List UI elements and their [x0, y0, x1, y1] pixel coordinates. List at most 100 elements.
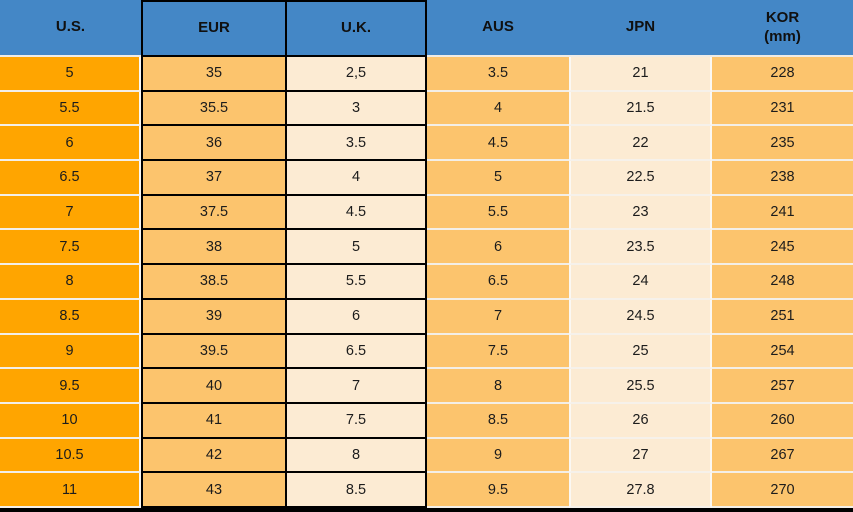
- column-header-uk: U.K.: [285, 0, 427, 57]
- table-cell: 27: [569, 438, 712, 474]
- table-cell: 251: [712, 299, 853, 335]
- table-cell: 235: [712, 126, 853, 162]
- table-row: 7 37.5 4.5 5.5 23 241: [0, 195, 853, 231]
- table-cell: 23.5: [569, 230, 712, 266]
- table-cell: 9: [0, 334, 141, 370]
- table-header: U.S. EUR U.K. AUS JPN KOR (mm): [0, 0, 853, 57]
- column-header-jpn: JPN: [569, 0, 712, 57]
- table-cell: 24.5: [569, 299, 712, 335]
- table-cell: 23: [569, 195, 712, 231]
- column-header-kor-label: KOR: [765, 8, 800, 26]
- table-cell: 7: [0, 195, 141, 231]
- table-cell: 25.5: [569, 369, 712, 404]
- column-header-kor: KOR (mm): [712, 0, 853, 57]
- table-cell: 5: [285, 230, 427, 266]
- table-row: 5 35 2,5 3.5 21 228: [0, 57, 853, 92]
- table-cell: 3: [285, 91, 427, 127]
- column-header-eur: EUR: [141, 0, 285, 57]
- table-cell: 27.8: [569, 473, 712, 508]
- table-row: 9 39.5 6.5 7.5 25 254: [0, 334, 853, 370]
- table-cell: 8: [0, 265, 141, 300]
- table-cell: 260: [712, 403, 853, 439]
- table-cell: 10: [0, 403, 141, 439]
- table-cell: 35.5: [141, 91, 285, 127]
- table-cell: 38: [141, 230, 285, 266]
- table-cell: 228: [712, 57, 853, 92]
- table-cell: 6.5: [285, 334, 427, 370]
- table-row: 11 43 8.5 9.5 27.8 270: [0, 473, 853, 508]
- table-cell: 39.5: [141, 334, 285, 370]
- table-row: 8 38.5 5.5 6.5 24 248: [0, 265, 853, 300]
- table-cell: 36: [141, 126, 285, 162]
- table-cell: 21: [569, 57, 712, 92]
- table-cell: 3.5: [427, 57, 569, 92]
- table-cell: 9.5: [0, 369, 141, 404]
- table-cell: 39: [141, 299, 285, 335]
- header-row: U.S. EUR U.K. AUS JPN KOR (mm): [0, 0, 853, 57]
- table-cell: 254: [712, 334, 853, 370]
- table-cell: 6: [427, 230, 569, 266]
- table-cell: 5.5: [0, 91, 141, 127]
- table-cell: 7: [427, 299, 569, 335]
- table-cell: 37: [141, 161, 285, 196]
- table-cell: 7.5: [0, 230, 141, 266]
- table-cell: 37.5: [141, 195, 285, 231]
- table-cell: 26: [569, 403, 712, 439]
- table-cell: 5.5: [285, 265, 427, 300]
- table-cell: 41: [141, 403, 285, 439]
- table-cell: 8.5: [0, 299, 141, 335]
- table-cell: 35: [141, 57, 285, 92]
- table-cell: 40: [141, 369, 285, 404]
- table-cell: 22: [569, 126, 712, 162]
- table-cell: 4.5: [427, 126, 569, 162]
- table-row: 9.5 40 7 8 25.5 257: [0, 369, 853, 404]
- table-cell: 267: [712, 438, 853, 474]
- column-header-us: U.S.: [0, 0, 141, 57]
- table-row: 5.5 35.5 3 4 21.5 231: [0, 91, 853, 127]
- table-row: 6.5 37 4 5 22.5 238: [0, 161, 853, 196]
- table-cell: 257: [712, 369, 853, 404]
- table-cell: 270: [712, 473, 853, 508]
- table-cell: 38.5: [141, 265, 285, 300]
- table-cell: 4: [427, 91, 569, 127]
- table-body: 5 35 2,5 3.5 21 228 5.5 35.5 3 4 21.5 23…: [0, 57, 853, 508]
- table-cell: 3.5: [285, 126, 427, 162]
- table-cell: 4: [285, 161, 427, 196]
- table-cell: 238: [712, 161, 853, 196]
- table-cell: 8.5: [427, 403, 569, 439]
- table-cell: 6.5: [427, 265, 569, 300]
- table-row: 6 36 3.5 4.5 22 235: [0, 126, 853, 162]
- table-row: 7.5 38 5 6 23.5 245: [0, 230, 853, 266]
- column-header-aus: AUS: [427, 0, 569, 57]
- table-cell: 5: [427, 161, 569, 196]
- table-cell: 22.5: [569, 161, 712, 196]
- table-cell: 245: [712, 230, 853, 266]
- table-cell: 21.5: [569, 91, 712, 127]
- table-cell: 24: [569, 265, 712, 300]
- table-cell: 8: [285, 438, 427, 474]
- table-cell: 9.5: [427, 473, 569, 508]
- table-cell: 11: [0, 473, 141, 508]
- table-cell: 2,5: [285, 57, 427, 92]
- table-cell: 6: [285, 299, 427, 335]
- table-cell: 6.5: [0, 161, 141, 196]
- table-cell: 231: [712, 91, 853, 127]
- table-cell: 8: [427, 369, 569, 404]
- table-cell: 6: [0, 126, 141, 162]
- table-cell: 7.5: [427, 334, 569, 370]
- table-cell: 10.5: [0, 438, 141, 474]
- table-row: 10.5 42 8 9 27 267: [0, 438, 853, 474]
- table-cell: 7.5: [285, 403, 427, 439]
- table-cell: 241: [712, 195, 853, 231]
- table-row: 8.5 39 6 7 24.5 251: [0, 299, 853, 335]
- table-cell: 7: [285, 369, 427, 404]
- table-cell: 248: [712, 265, 853, 300]
- table-cell: 9: [427, 438, 569, 474]
- table-cell: 25: [569, 334, 712, 370]
- table-cell: 43: [141, 473, 285, 508]
- table-cell: 4.5: [285, 195, 427, 231]
- table-cell: 42: [141, 438, 285, 474]
- table-cell: 8.5: [285, 473, 427, 508]
- table-cell: 5.5: [427, 195, 569, 231]
